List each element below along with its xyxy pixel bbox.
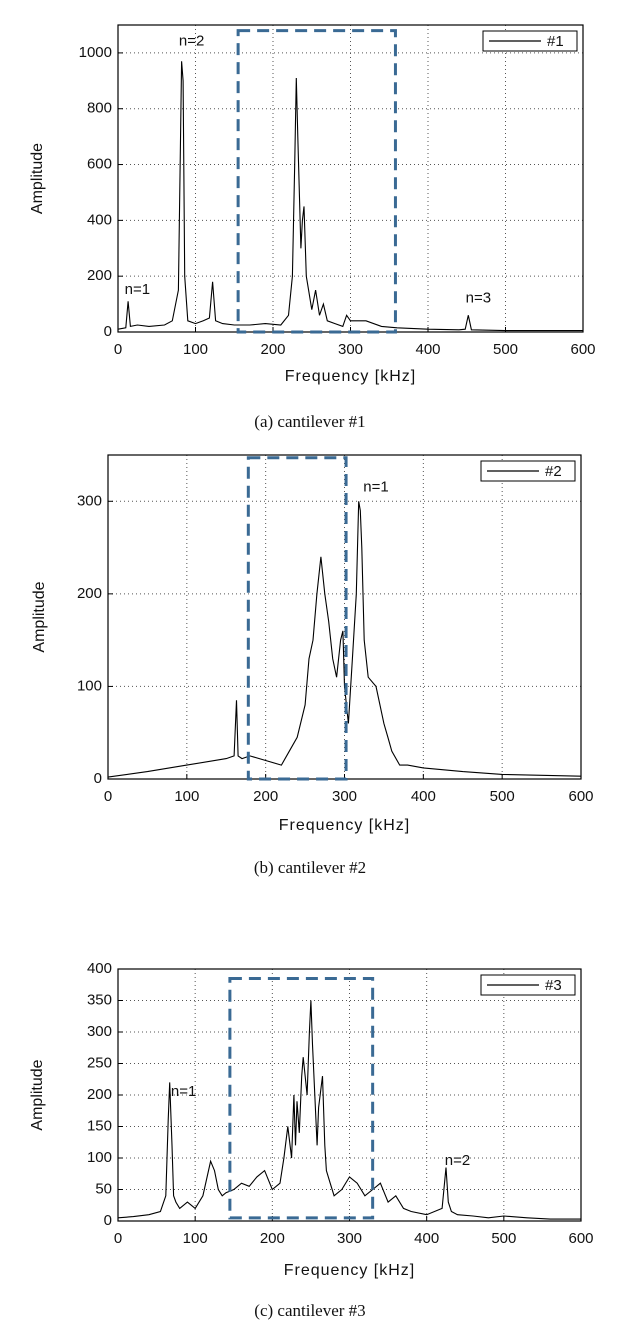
annotation: n=2 — [445, 1152, 470, 1169]
x-tick-label: 0 — [104, 788, 112, 805]
y-tick-label: 1000 — [79, 44, 112, 61]
legend-label: #1 — [547, 33, 564, 50]
y-tick-label: 300 — [87, 1023, 112, 1040]
x-axis-label: Frequency [kHz] — [279, 817, 410, 834]
x-tick-label: 200 — [260, 341, 285, 358]
x-tick-label: 300 — [337, 1230, 362, 1247]
caption: (b) cantilever #2 — [254, 858, 366, 877]
y-tick-label: 600 — [87, 156, 112, 173]
annotation: n=1 — [125, 281, 150, 298]
x-tick-label: 500 — [491, 1230, 516, 1247]
x-tick-label: 600 — [568, 788, 593, 805]
x-tick-label: 300 — [338, 341, 363, 358]
chart: 0 100 200 300 400 500 600 0 200 400 600 800 1000 n=1 n… — [29, 24, 596, 431]
y-tick-label: 800 — [87, 100, 112, 117]
x-tick-label: 400 — [411, 788, 436, 805]
caption: (a) cantilever #1 — [254, 412, 365, 431]
data-line — [107, 501, 582, 778]
x-tick-label: 100 — [183, 1230, 208, 1247]
x-tick-label: 500 — [493, 341, 518, 358]
x-axis-label: Frequency [kHz] — [284, 1262, 415, 1279]
x-axis-label: Frequency [kHz] — [285, 368, 416, 385]
highlight-box — [236, 29, 397, 334]
y-axis-label: Amplitude — [29, 1059, 46, 1130]
x-tick-label: 200 — [253, 788, 278, 805]
legend-label: #3 — [545, 977, 562, 994]
data-line — [117, 1000, 581, 1220]
y-tick-label: 0 — [94, 770, 102, 787]
y-tick-label: 400 — [87, 960, 112, 977]
y-tick-label: 50 — [95, 1180, 112, 1197]
x-tick-label: 200 — [260, 1230, 285, 1247]
x-tick-label: 100 — [183, 341, 208, 358]
y-tick-label: 150 — [87, 1117, 112, 1134]
y-tick-label: 200 — [77, 585, 102, 602]
x-tick-label: 400 — [414, 1230, 439, 1247]
data-line — [117, 61, 583, 332]
annotation: n=3 — [466, 289, 491, 306]
y-tick-label: 100 — [87, 1149, 112, 1166]
annotation: n=1 — [363, 478, 388, 495]
x-tick-label: 600 — [570, 341, 595, 358]
y-tick-label: 250 — [87, 1054, 112, 1071]
y-axis-label: Amplitude — [29, 143, 46, 214]
x-tick-label: 600 — [568, 1230, 593, 1247]
y-axis-label: Amplitude — [31, 581, 48, 652]
y-tick-label: 100 — [77, 677, 102, 694]
annotation: n=1 — [171, 1083, 196, 1100]
y-tick-label: 200 — [87, 1086, 112, 1103]
chart: 0 100 200 300 400 500 600 0 100 200 300 n=1 #2 Freque… — [31, 454, 594, 877]
x-tick-label: 300 — [332, 788, 357, 805]
x-tick-label: 500 — [490, 788, 515, 805]
x-tick-label: 400 — [415, 341, 440, 358]
y-tick-label: 0 — [104, 1212, 112, 1229]
caption: (c) cantilever #3 — [254, 1301, 365, 1320]
y-tick-label: 400 — [87, 211, 112, 228]
annotation: n=2 — [179, 33, 204, 50]
y-tick-label: 300 — [77, 492, 102, 509]
legend-label: #2 — [545, 463, 562, 480]
y-tick-label: 350 — [87, 991, 112, 1008]
highlight-box — [246, 456, 348, 781]
chart: 0 100 200 300 400 500 600 0 50 100 150 200 250 300 350… — [29, 960, 593, 1320]
x-tick-label: 0 — [114, 1230, 122, 1247]
x-tick-label: 0 — [114, 341, 122, 358]
plot-frame — [117, 968, 582, 1222]
y-tick-label: 0 — [104, 323, 112, 340]
x-tick-label: 100 — [174, 788, 199, 805]
y-tick-label: 200 — [87, 267, 112, 284]
